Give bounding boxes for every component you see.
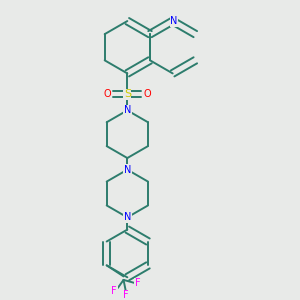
- Text: N: N: [170, 16, 178, 26]
- Text: F: F: [135, 278, 140, 288]
- Text: F: F: [111, 286, 117, 296]
- Text: O: O: [144, 89, 152, 99]
- Text: N: N: [124, 105, 131, 115]
- Text: F: F: [123, 290, 129, 300]
- Text: O: O: [103, 89, 111, 99]
- Text: N: N: [124, 212, 131, 222]
- Text: S: S: [124, 89, 131, 99]
- Text: N: N: [124, 165, 131, 175]
